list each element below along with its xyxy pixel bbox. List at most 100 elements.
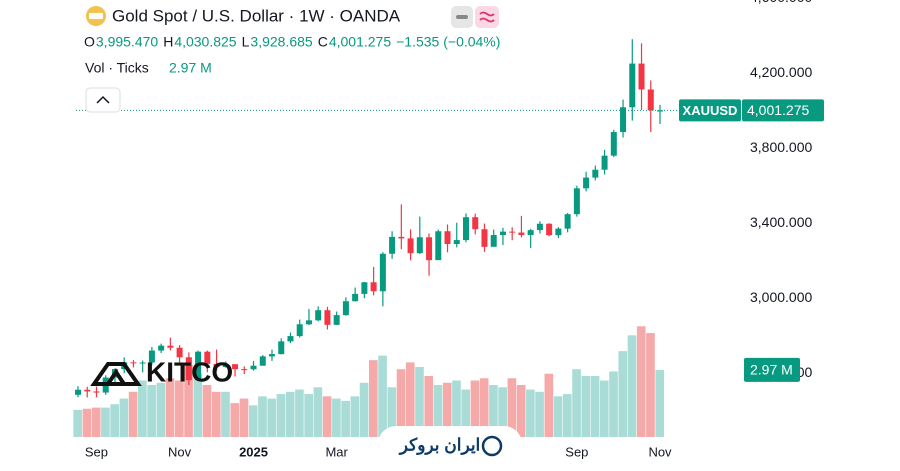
candle-body [453,240,460,245]
candle-body [167,345,174,348]
candle-body [629,63,636,108]
symbol-tag [679,99,741,122]
candle-body [444,231,451,245]
legend-value: 4,001.275 [329,34,391,50]
badge[interactable] [475,6,499,28]
volume-bar [248,405,258,437]
collapse-button[interactable] [85,87,121,113]
volume-bar [239,398,249,437]
legend-change: −1.535 (−0.04%) [396,34,500,50]
volume-bar [572,369,581,437]
candle-body [176,347,183,358]
y-tick-label: 3,000.000 [750,289,812,305]
volume-value: 2.97 M [169,60,212,76]
candle-body [278,341,285,355]
candle-body [185,357,192,381]
candle-body [232,364,239,370]
volume-bar [516,385,526,437]
candle-body [139,362,146,364]
volume-bar [91,407,101,437]
volume-bar [101,407,110,437]
broker-icon [481,435,503,457]
candle-body [416,237,423,254]
kitco-text: KITCO [146,356,233,387]
volume-bar [202,385,212,437]
legend-key: L [242,34,250,50]
volume-bar [636,326,646,437]
candle-body [269,354,275,357]
volume-bar [369,360,378,437]
x-tick-label: Nov [168,444,192,459]
candle-body [601,155,608,170]
volume-bar [156,382,166,437]
candle-body [426,237,433,261]
candle-body [250,365,257,370]
broker-badge [378,426,522,466]
volume-bar [119,398,129,437]
volume-bar [165,378,175,437]
candle-body [647,89,654,111]
candle-body [472,217,479,230]
x-tick-label: Sep [565,444,588,459]
volume-bar [285,391,295,437]
candle-body [536,223,543,231]
legend-header: Gold Spot / U.S. Dollar · 1W · OANDA Vol… [84,6,500,113]
volume-bar [387,387,397,437]
candle-body [75,389,81,395]
volume-bar [479,378,489,437]
volume-bar [322,396,332,437]
candle-body [509,231,516,233]
volume-bar [498,387,507,437]
candle-body [333,315,340,325]
volume-bar [618,351,628,437]
candle-body [518,232,525,236]
volume-bar [313,387,323,437]
candle-body [93,391,100,393]
price-tags: XAUUSD 4,001.275 2.97 M [679,99,824,382]
candle-body [379,253,386,292]
volume-bar [350,396,360,437]
volume-bar [405,362,415,437]
candle-body [84,389,91,392]
y-tick-label: 4,200.000 [750,64,812,80]
volume-bar [544,373,554,437]
volume-bar [646,333,655,437]
price-tag [742,99,824,122]
candle-body [657,110,663,112]
volume-bar [507,378,517,437]
collapse-icon [96,95,110,104]
candle-body [610,132,617,156]
volume-bar [452,380,461,437]
volume-bar [221,391,230,437]
legend-key: H [163,34,173,50]
volume-bar [110,404,119,437]
volume-bar [73,409,83,437]
volume-bar [295,389,304,437]
candle-body [361,282,368,294]
volume-bar [82,408,92,437]
badge-icon [456,15,468,19]
candle-body [324,310,331,325]
volume-bar [332,398,341,437]
volume-bar [526,389,535,437]
candle-body [407,238,414,254]
volume-bar [147,385,156,437]
candle-body [213,363,220,368]
symbol-icon-bar [89,13,103,19]
volume-bar [442,382,452,437]
volume-bar [470,380,480,437]
x-tick-label: Sep [85,444,108,459]
y-tick-label: 3,800.000 [750,139,812,155]
volume-bar [581,375,591,437]
volume-bar [175,380,184,437]
volume-bar [193,373,203,437]
volume-bar [378,355,387,437]
watermarks: KITCO ایران بروکر [90,356,522,466]
volume-tag [744,357,800,382]
candle-body [620,107,627,133]
candle-body [490,235,497,247]
volume-tag-text: 2.97 M [750,362,793,378]
candle-body [463,217,469,241]
candle-body [389,236,396,254]
